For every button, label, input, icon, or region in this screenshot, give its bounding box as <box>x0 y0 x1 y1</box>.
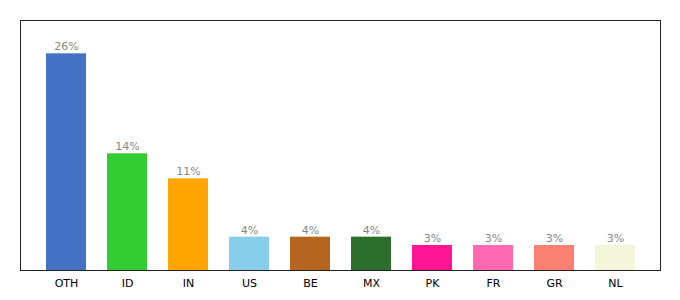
svg-text:3%: 3% <box>485 232 502 245</box>
svg-text:US: US <box>242 277 257 290</box>
svg-text:3%: 3% <box>607 232 624 245</box>
svg-text:14%: 14% <box>115 140 139 153</box>
svg-text:3%: 3% <box>546 232 563 245</box>
svg-text:4%: 4% <box>241 224 258 237</box>
svg-text:4%: 4% <box>363 224 380 237</box>
svg-text:BE: BE <box>303 277 318 290</box>
svg-text:ID: ID <box>122 277 134 290</box>
svg-text:MX: MX <box>363 277 380 290</box>
svg-text:26%: 26% <box>54 40 78 53</box>
svg-text:4%: 4% <box>302 224 319 237</box>
svg-text:3%: 3% <box>424 232 441 245</box>
svg-text:PK: PK <box>426 277 441 290</box>
svg-text:IN: IN <box>183 277 194 290</box>
svg-text:NL: NL <box>608 277 623 290</box>
svg-text:OTH: OTH <box>55 277 79 290</box>
svg-text:FR: FR <box>487 277 501 290</box>
svg-text:GR: GR <box>546 277 563 290</box>
svg-text:11%: 11% <box>176 165 200 178</box>
